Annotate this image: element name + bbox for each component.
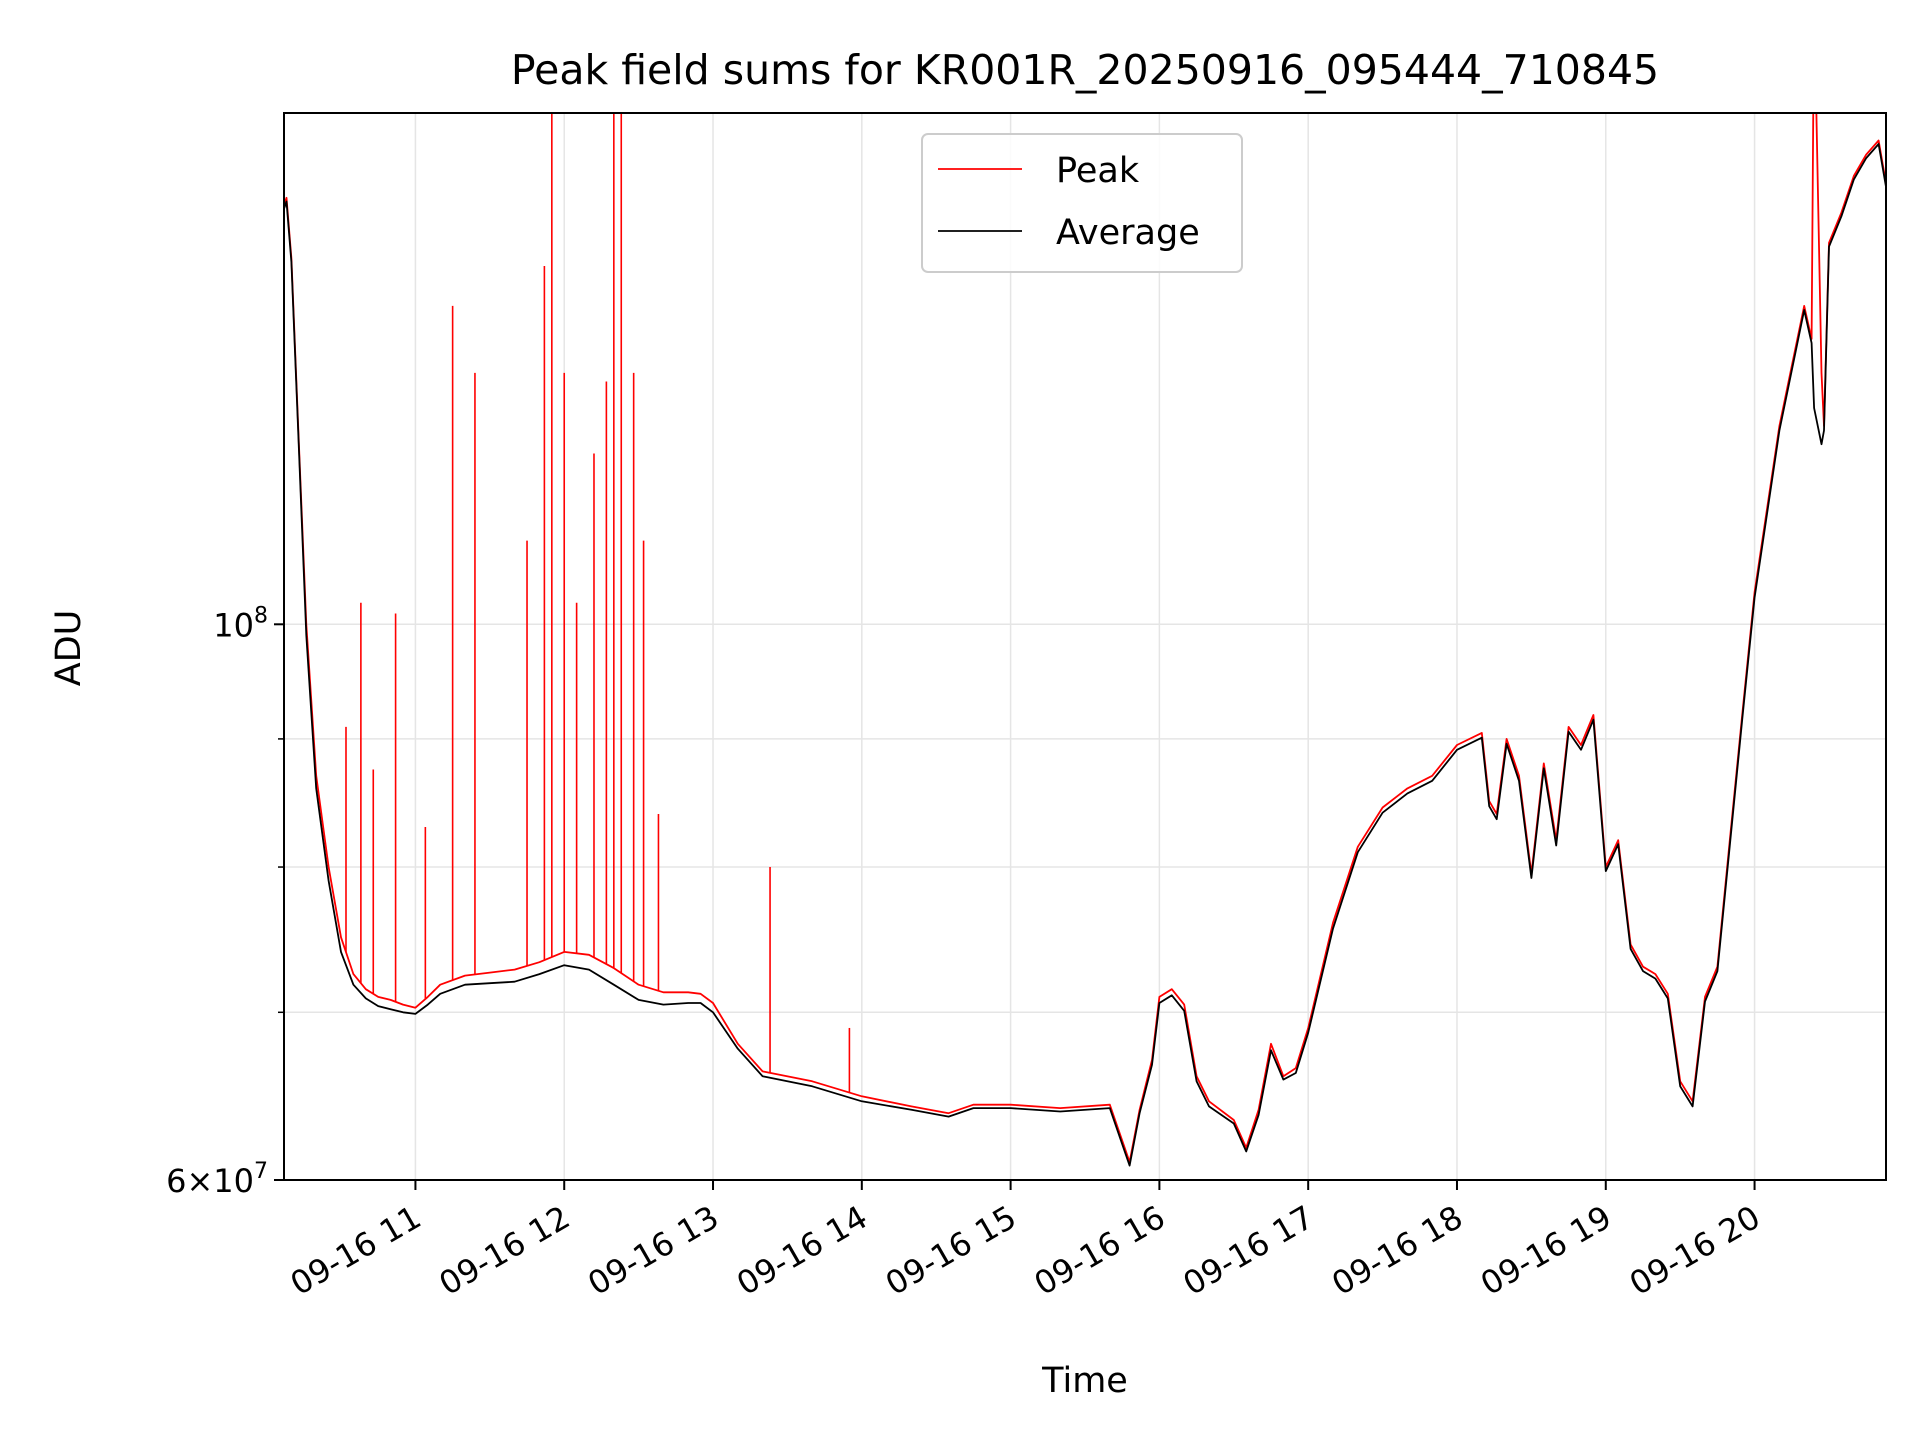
legend-label-average: Average bbox=[1056, 213, 1200, 253]
plot-frame bbox=[283, 112, 1887, 1181]
legend-label-peak: Peak bbox=[1056, 151, 1140, 191]
legend: Peak Average bbox=[921, 133, 1243, 273]
y-tick-label: 6×107 bbox=[166, 1159, 268, 1200]
y-axis-label: ADU bbox=[49, 610, 89, 687]
series-line-peak bbox=[284, 113, 1886, 1163]
grid bbox=[284, 113, 1886, 1180]
chart-title: Peak field sums for KR001R_20250916_0954… bbox=[511, 46, 1659, 94]
plot-area bbox=[284, 113, 1886, 1167]
y-tick-label: 108 bbox=[213, 603, 268, 644]
x-axis-label: Time bbox=[1041, 1361, 1128, 1401]
series-line-average bbox=[284, 143, 1886, 1167]
